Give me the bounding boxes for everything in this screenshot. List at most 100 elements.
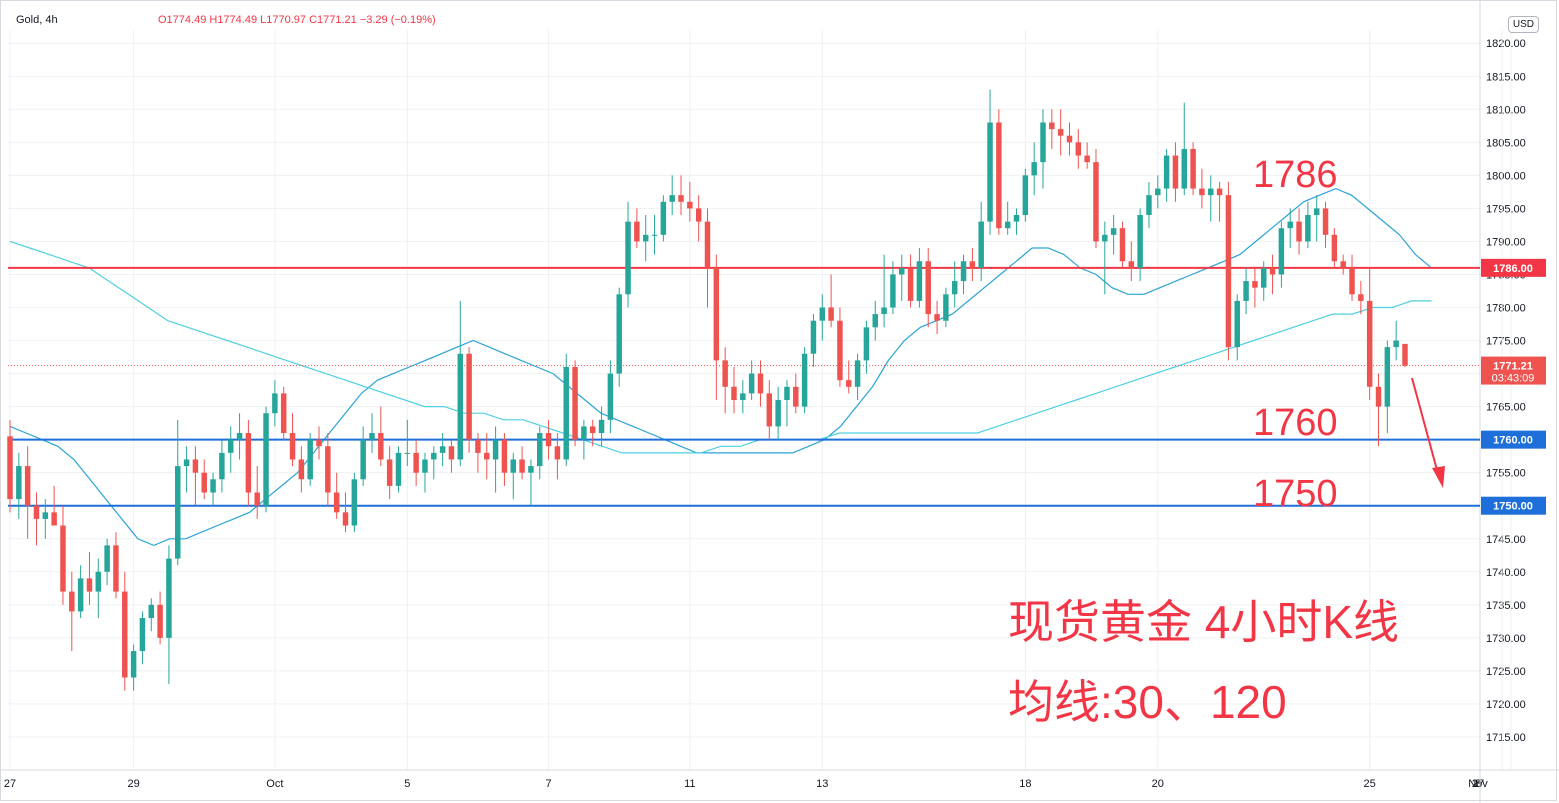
x-tick-label: 27: [1472, 778, 1484, 790]
candle-body: [210, 479, 216, 493]
candle-body: [342, 512, 349, 526]
y-tick-label: 1715.00: [1486, 732, 1526, 744]
x-tick-label: 25: [1364, 778, 1376, 790]
x-tick-label: 8: [1475, 778, 1481, 790]
level-price-label: 1760.00: [1493, 435, 1533, 447]
y-tick-label: 1755.00: [1486, 468, 1526, 480]
candle-body: [872, 314, 878, 328]
x-tick-label: 27: [4, 778, 16, 790]
candle-body: [1313, 208, 1320, 215]
candle-body: [757, 373, 764, 394]
candle-body: [431, 452, 437, 460]
candle-body: [1004, 221, 1011, 229]
candle-body: [510, 459, 516, 473]
candle-body: [7, 436, 13, 500]
candle-body: [572, 366, 578, 440]
candle-body: [484, 452, 490, 460]
y-tick-label: 1745.00: [1486, 534, 1526, 546]
candle-body: [42, 512, 49, 519]
candle-body: [51, 512, 57, 526]
candle-body: [183, 459, 190, 467]
annotation-1760: 1760: [1253, 402, 1338, 444]
candle-body: [351, 479, 358, 526]
candle-body: [1163, 155, 1170, 189]
ma-line-ma120: [9, 240, 1432, 454]
candle-body: [1234, 300, 1240, 348]
candle-body: [625, 221, 631, 295]
candle-body: [413, 452, 419, 473]
candle-body: [439, 446, 446, 453]
candle-body: [272, 393, 278, 414]
candle-body: [634, 221, 640, 242]
candle-body: [748, 373, 755, 394]
candle-body: [113, 545, 119, 592]
candle-body: [1322, 208, 1329, 235]
level-price-tag: [1481, 258, 1546, 277]
candle-body: [1137, 215, 1143, 268]
candle-body: [24, 466, 31, 506]
candle-body: [1384, 347, 1391, 407]
candle-body: [325, 446, 331, 493]
candle-body: [722, 360, 728, 387]
candle-body: [589, 426, 596, 434]
x-tick-label: Oct: [266, 778, 283, 790]
candle-body: [245, 433, 252, 493]
candle-body: [1155, 188, 1161, 196]
candle-body: [130, 651, 137, 678]
candle-body: [784, 386, 790, 400]
candle-body: [837, 320, 843, 381]
candle-body: [422, 459, 428, 473]
candle-body: [996, 122, 1002, 229]
x-tick-label: 29: [127, 778, 139, 790]
ohlc-readout: O1774.49 H1774.49 L1770.97 C1771.21 −3.2…: [158, 14, 436, 26]
candle-body: [122, 591, 128, 678]
candle-body: [695, 208, 702, 222]
candle-body: [537, 433, 543, 467]
candle-body: [881, 307, 887, 315]
candle-body: [263, 413, 269, 506]
current-price-label: 1771.21: [1493, 361, 1533, 373]
candle-body: [280, 393, 287, 434]
candle-body: [1049, 122, 1055, 130]
candle-body: [651, 234, 658, 236]
currency-button[interactable]: USD: [1507, 16, 1539, 33]
candle-body: [192, 459, 199, 473]
level-price-tag: [1481, 496, 1546, 515]
candle-body: [1110, 228, 1117, 235]
candle-body: [1278, 228, 1285, 275]
candle-body: [969, 261, 976, 268]
symbol-label[interactable]: Gold, 4h: [16, 14, 58, 26]
candle-body: [801, 353, 808, 407]
candle-body: [1066, 135, 1073, 143]
candle-body: [951, 281, 958, 295]
candle-body: [466, 353, 472, 440]
y-tick-label: 1790.00: [1486, 236, 1526, 248]
x-tick-label: Nov: [1468, 778, 1488, 790]
candle-body: [660, 201, 667, 235]
candle-body: [77, 578, 84, 612]
y-tick-label: 1730.00: [1486, 633, 1526, 645]
candle-body: [1358, 294, 1364, 301]
level-price-label: 1750.00: [1493, 501, 1533, 513]
candle-body: [448, 446, 455, 460]
candle-body: [1269, 267, 1276, 275]
candle-body: [1402, 343, 1408, 366]
candle-body: [16, 466, 22, 500]
candle-body: [1128, 261, 1135, 268]
candle-body: [166, 558, 172, 638]
candle-body: [1225, 195, 1232, 348]
candle-body: [254, 492, 260, 506]
candle-body: [854, 360, 861, 387]
candle-body: [766, 393, 773, 427]
y-tick-label: 1775.00: [1486, 336, 1526, 348]
candle-body: [943, 294, 949, 321]
candle-body: [298, 459, 305, 480]
y-tick-label: 1725.00: [1486, 666, 1526, 678]
annotation-ma-periods: 均线:30、120: [1008, 676, 1287, 728]
candle-body: [1331, 234, 1338, 262]
level-price-tag: [1481, 430, 1546, 449]
candle-body: [934, 314, 940, 321]
candle-body: [1252, 281, 1258, 288]
candle-body: [386, 459, 393, 486]
